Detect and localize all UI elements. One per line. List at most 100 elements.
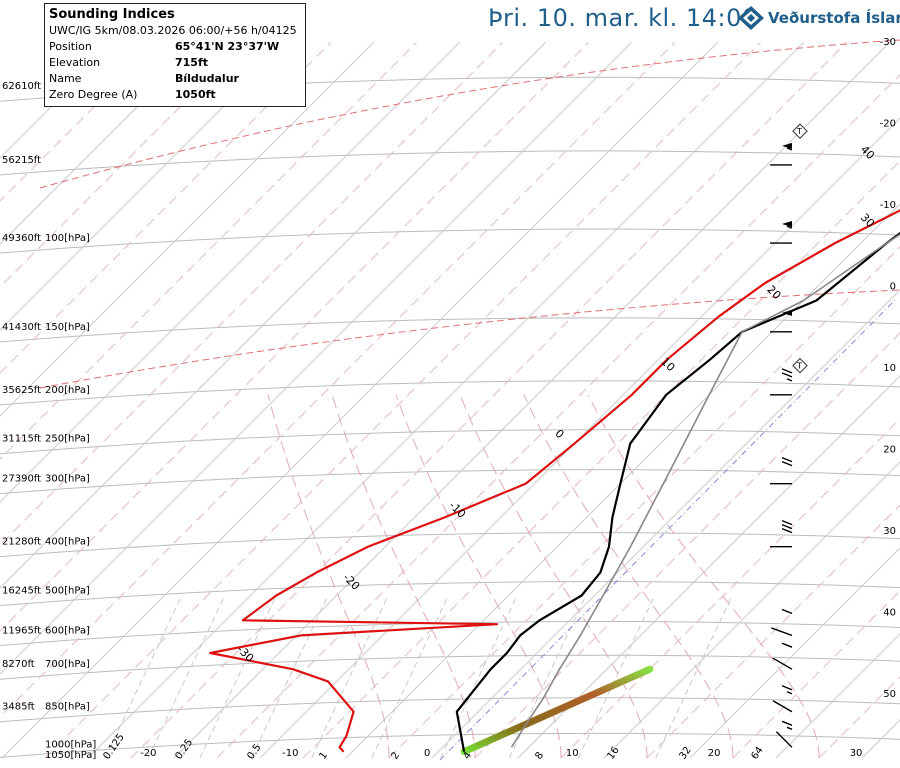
pressure-label: 1050[hPa] <box>45 750 96 761</box>
isobar-line <box>0 150 900 176</box>
wind-barb-pennant <box>782 309 792 316</box>
mixing-ratio-label: 1 <box>317 750 330 762</box>
wind-barb-flag <box>781 685 793 691</box>
mixing-ratio-label: 32 <box>677 745 693 762</box>
wind-barb-half-flag <box>786 691 793 695</box>
wind-barb-flag <box>781 720 793 726</box>
mixing-ratio-label: 64 <box>749 745 765 762</box>
x-tick-label: 10 <box>566 748 579 759</box>
mixing-ratio-label: 0.25 <box>173 737 195 762</box>
altitude-label: 35625ft <box>2 385 41 396</box>
x-tick-label: 0 <box>424 748 430 759</box>
moist-adiabat-line <box>267 394 390 759</box>
wind-barb <box>770 519 793 548</box>
x-tick-label: -20 <box>140 748 156 759</box>
tropopause-marker-label: T <box>796 362 802 371</box>
wind-barb-pennant <box>782 142 792 149</box>
brand-name: Veðurstofa Íslands <box>768 9 900 27</box>
wind-barb-flag <box>781 460 793 467</box>
altitude-label: 27390ft <box>2 474 41 485</box>
wind-barb <box>772 685 793 713</box>
pressure-label: 850[hPa] <box>45 702 90 713</box>
isotherm-label: 40 <box>858 143 877 162</box>
wind-barb <box>770 221 793 244</box>
dry-adiabat-line <box>216 74 900 759</box>
wind-barb-half-flag <box>786 225 793 229</box>
x-tick-label: 30 <box>850 748 863 759</box>
dry-adiabat-line <box>44 42 761 759</box>
info-row-position: Position 65°41'N 23°37'W <box>49 38 301 54</box>
info-value: Bíldudalur <box>175 71 239 85</box>
mixing-ratio-label: 0.125 <box>101 732 126 762</box>
wind-barb-half-flag <box>786 147 793 151</box>
lcl-reference-line <box>439 299 896 761</box>
tropopause-marker-label: T <box>796 127 802 136</box>
moist-adiabat-line <box>523 394 734 759</box>
isotherm-line <box>0 42 202 245</box>
dry-adiabat-line <box>0 42 245 288</box>
dry-adiabat-line <box>560 418 900 759</box>
isobar-line <box>0 429 900 455</box>
wind-barb <box>770 456 793 485</box>
dry-adiabat-line <box>474 332 900 759</box>
right-scale-label: 20 <box>883 445 896 456</box>
right-scale-label: -30 <box>880 37 896 48</box>
wind-barb-staff <box>772 657 793 670</box>
altitude-label: 31115ft <box>2 434 41 445</box>
isotherm-label: 20 <box>764 283 783 302</box>
mixing-ratio-label: 4 <box>461 750 474 762</box>
isotherm-line <box>0 42 288 331</box>
sounding-indices-box: Sounding Indices UWC/IG 5km/08.03.2026 0… <box>44 3 306 107</box>
isobar-line <box>0 654 900 680</box>
wind-barb <box>770 309 792 333</box>
mixing-ratio-label: 16 <box>605 745 621 762</box>
tropopause-marker <box>792 357 808 374</box>
isotherm-label: -10 <box>446 499 468 521</box>
isotherm-line <box>517 375 900 759</box>
wind-barb-staff <box>775 731 793 748</box>
isobar-line <box>0 581 900 607</box>
pressure-label: 200[hPa] <box>45 385 90 396</box>
isotherm-line <box>0 42 374 417</box>
right-scale-label: 40 <box>883 608 896 619</box>
wind-barb <box>775 720 793 748</box>
isotherm-line <box>87 42 804 759</box>
mixing-ratio-line <box>147 595 226 759</box>
info-subtitle: UWC/IG 5km/08.03.2026 06:00/+56 h/04125 <box>49 24 297 37</box>
wind-barb-half-flag <box>786 726 793 730</box>
pressure-label: 100[hPa] <box>45 233 90 244</box>
mixing-ratio-label: 2 <box>389 750 402 762</box>
wind-barb-flag <box>781 642 793 648</box>
info-value: 1050ft <box>175 87 216 101</box>
dry-adiabat-line <box>646 504 900 759</box>
isobar-line <box>0 469 900 495</box>
isobar-line <box>0 732 900 758</box>
isobar-line <box>0 532 900 558</box>
altitude-label: 16245ft <box>2 586 41 597</box>
dry-adiabat-line <box>0 42 589 632</box>
tropopause-line <box>39 39 900 189</box>
right-scale-label: 50 <box>883 689 896 700</box>
pressure-label: 500[hPa] <box>45 586 90 597</box>
right-scale-label: 30 <box>883 526 896 537</box>
temperature-profile-line <box>209 209 900 753</box>
altitude-label: 62610ft <box>2 81 41 92</box>
isotherm-line <box>431 289 900 759</box>
pressure-label: 400[hPa] <box>45 537 90 548</box>
brand-logo: Veðurstofa Íslands <box>738 6 900 30</box>
isotherm-line <box>0 42 546 589</box>
moist-adiabat-line <box>395 394 562 759</box>
info-row-name: Name Bíldudalur <box>49 70 301 86</box>
x-tick-label: 20 <box>708 748 721 759</box>
wind-barb-flag <box>781 527 793 534</box>
cape-band <box>460 665 654 756</box>
pressure-label: 600[hPa] <box>45 625 90 636</box>
isotherm-label: 30 <box>858 211 877 230</box>
isotherm-line <box>603 461 900 759</box>
pressure-label: 1000[hPa] <box>45 739 96 750</box>
wind-barb-flag <box>781 372 793 378</box>
info-label: Elevation <box>49 55 101 69</box>
pressure-label: 700[hPa] <box>45 659 90 670</box>
wind-barb-flag <box>781 608 793 615</box>
altitude-label: 41430ft <box>2 322 41 333</box>
